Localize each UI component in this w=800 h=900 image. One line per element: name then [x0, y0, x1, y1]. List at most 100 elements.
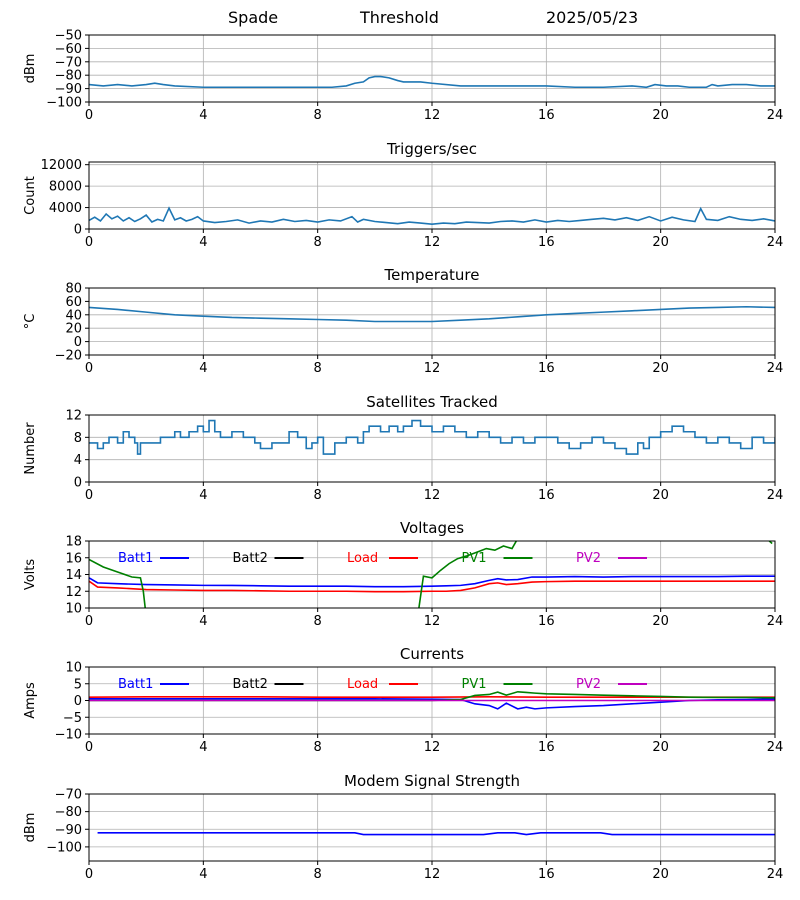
x-tick-label: 4 — [199, 867, 207, 882]
x-tick-label: 0 — [85, 488, 93, 503]
x-tick-label: 16 — [538, 108, 555, 123]
y-tick-label: −100 — [46, 96, 82, 111]
y-tick-label: −5 — [63, 711, 82, 726]
x-tick-label: 24 — [767, 740, 784, 755]
y-tick-label: −50 — [55, 29, 82, 44]
y-tick-label: 16 — [65, 551, 82, 566]
x-tick-label: 0 — [85, 108, 93, 123]
x-tick-label: 12 — [424, 740, 441, 755]
x-tick-label: 8 — [314, 867, 322, 882]
x-tick-label: 8 — [314, 614, 322, 629]
y-tick-label: −10 — [55, 728, 82, 743]
series-line-pv1 — [89, 541, 773, 608]
y-tick-label: −60 — [55, 42, 82, 57]
y-tick-label: −70 — [55, 788, 82, 803]
chart-title: Modem Signal Strength — [344, 772, 520, 790]
x-tick-label: 20 — [652, 614, 669, 629]
header-station: Spade — [228, 8, 279, 27]
x-tick-label: 8 — [314, 361, 322, 376]
x-tick-label: 4 — [199, 488, 207, 503]
y-tick-label: −100 — [46, 840, 82, 855]
y-tick-label: −80 — [55, 69, 82, 84]
y-tick-label: 20 — [65, 322, 82, 337]
legend-label: Batt2 — [233, 677, 268, 692]
y-tick-label: 0 — [74, 335, 82, 350]
legend-label: Batt2 — [233, 551, 268, 566]
x-tick-label: 24 — [767, 235, 784, 250]
x-tick-label: 16 — [538, 361, 555, 376]
y-tick-label: 14 — [65, 568, 82, 583]
x-tick-label: 8 — [314, 740, 322, 755]
y-axis-label: °C — [23, 314, 38, 330]
x-tick-label: 8 — [314, 235, 322, 250]
x-tick-label: 16 — [538, 488, 555, 503]
x-tick-label: 20 — [652, 867, 669, 882]
legend-label: PV1 — [462, 677, 487, 692]
chart-panel-1: 0 4 8 12 16 20 24 0 4000 8000 12000 Triggers/sec Cou… — [23, 140, 783, 250]
x-tick-label: 16 — [538, 740, 555, 755]
x-tick-label: 4 — [199, 740, 207, 755]
x-tick-label: 0 — [85, 614, 93, 629]
y-tick-label: −20 — [55, 349, 82, 364]
legend-label: PV2 — [576, 677, 601, 692]
header-mode: Threshold — [360, 8, 439, 27]
y-axis-label: dBm — [23, 54, 38, 84]
y-tick-label: 0 — [74, 223, 82, 238]
x-tick-label: 16 — [538, 867, 555, 882]
y-axis-label: Count — [23, 176, 38, 215]
x-tick-label: 4 — [199, 108, 207, 123]
series-line-batt1 — [89, 575, 775, 588]
chart-panel-3: 0 4 8 12 16 20 24 0 4 8 12 Satellites Tracked Number — [23, 393, 783, 503]
series-line — [89, 206, 775, 225]
y-axis-label: Amps — [23, 682, 38, 719]
x-tick-label: 20 — [652, 488, 669, 503]
chart-panel-6: 0 4 8 12 16 20 24 −100 −90 −80 −70 Modem Signal Str… — [23, 772, 783, 882]
y-tick-label: 18 — [65, 535, 82, 550]
header-date: 2025/05/23 — [546, 8, 639, 27]
y-tick-label: −70 — [55, 55, 82, 70]
x-tick-label: 12 — [424, 488, 441, 503]
chart-title: Temperature — [383, 266, 479, 284]
x-tick-label: 8 — [314, 108, 322, 123]
y-tick-label: 4 — [74, 453, 82, 468]
y-tick-label: 5 — [74, 677, 82, 692]
chart-title: Triggers/sec — [386, 140, 477, 158]
x-tick-label: 24 — [767, 614, 784, 629]
legend-label: Batt1 — [118, 551, 153, 566]
x-tick-label: 8 — [314, 488, 322, 503]
y-axis-label: Number — [23, 422, 38, 475]
chart-title: Satellites Tracked — [366, 393, 497, 411]
chart-title: Voltages — [400, 519, 464, 537]
x-tick-label: 20 — [652, 235, 669, 250]
y-tick-label: 10 — [65, 661, 82, 676]
x-tick-label: 24 — [767, 361, 784, 376]
x-tick-label: 0 — [85, 235, 93, 250]
x-tick-label: 4 — [199, 235, 207, 250]
x-tick-label: 12 — [424, 361, 441, 376]
y-tick-label: 12 — [65, 585, 82, 600]
x-tick-label: 12 — [424, 867, 441, 882]
series-line — [89, 419, 775, 455]
x-tick-label: 0 — [85, 740, 93, 755]
y-tick-label: 80 — [65, 282, 82, 297]
y-tick-label: 40 — [65, 308, 82, 323]
y-tick-label: 8 — [74, 431, 82, 446]
y-tick-label: −90 — [55, 82, 82, 97]
x-tick-label: 20 — [652, 361, 669, 376]
legend-label: PV1 — [462, 551, 487, 566]
y-tick-label: 8000 — [49, 180, 82, 195]
legend-label: PV2 — [576, 551, 601, 566]
y-tick-label: 10 — [65, 602, 82, 617]
chart-title: Currents — [400, 645, 464, 663]
x-tick-label: 0 — [85, 867, 93, 882]
legend-label: Load — [347, 551, 378, 566]
y-tick-label: −90 — [55, 823, 82, 838]
x-tick-label: 16 — [538, 614, 555, 629]
x-tick-label: 24 — [767, 108, 784, 123]
y-tick-label: 12 — [65, 409, 82, 424]
x-tick-label: 0 — [85, 361, 93, 376]
y-tick-label: 12000 — [41, 158, 82, 173]
